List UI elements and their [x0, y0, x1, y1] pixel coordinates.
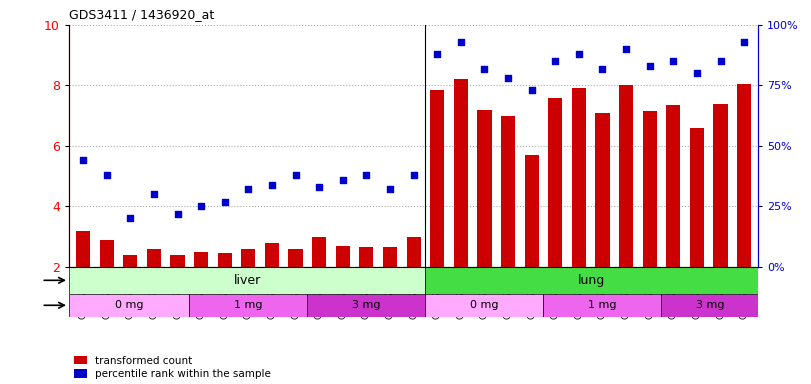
Bar	[525, 155, 539, 267]
Point	[76, 157, 89, 164]
Bar	[690, 128, 704, 267]
Point	[501, 75, 514, 81]
Bar	[76, 230, 90, 267]
Bar	[265, 243, 279, 267]
Point	[218, 199, 231, 205]
Bar	[69, 267, 426, 294]
Text: 0 mg: 0 mg	[115, 300, 144, 310]
Point	[431, 51, 444, 57]
Text: GDS3411 / 1436920_at: GDS3411 / 1436920_at	[69, 8, 214, 21]
Bar	[426, 294, 543, 317]
Bar	[307, 294, 426, 317]
Bar	[217, 253, 232, 267]
Bar	[194, 252, 208, 267]
Text: lung: lung	[578, 274, 606, 287]
Point	[407, 172, 420, 178]
Point	[313, 184, 326, 190]
Text: 3 mg: 3 mg	[696, 300, 724, 310]
Bar	[572, 88, 586, 267]
Bar	[189, 294, 307, 317]
Point	[242, 186, 255, 192]
Bar	[430, 90, 444, 267]
Text: liver: liver	[234, 274, 261, 287]
Bar	[737, 84, 751, 267]
Bar	[478, 109, 491, 267]
Bar	[426, 267, 758, 294]
Point	[101, 172, 114, 178]
Point	[171, 210, 184, 217]
Bar	[336, 246, 350, 267]
Point	[738, 39, 751, 45]
Bar	[453, 79, 468, 267]
Point	[620, 46, 633, 52]
Point	[265, 182, 278, 188]
Point	[596, 65, 609, 71]
Point	[454, 39, 467, 45]
Bar	[242, 249, 255, 267]
Point	[384, 186, 397, 192]
Text: 3 mg: 3 mg	[352, 300, 380, 310]
Bar	[147, 249, 161, 267]
Bar	[406, 237, 421, 267]
Point	[714, 58, 727, 64]
Bar	[619, 86, 633, 267]
Point	[195, 204, 208, 210]
Bar	[548, 98, 562, 267]
Point	[573, 51, 586, 57]
Bar	[69, 294, 189, 317]
Bar	[666, 105, 680, 267]
Point	[549, 58, 562, 64]
Bar	[170, 255, 185, 267]
Bar	[289, 249, 303, 267]
Legend: transformed count, percentile rank within the sample: transformed count, percentile rank withi…	[74, 356, 271, 379]
Bar	[312, 237, 326, 267]
Point	[478, 65, 491, 71]
Point	[526, 87, 539, 93]
Point	[337, 177, 350, 183]
Bar	[662, 294, 758, 317]
Point	[667, 58, 680, 64]
Text: 1 mg: 1 mg	[588, 300, 616, 310]
Bar	[100, 240, 114, 267]
Bar	[714, 104, 727, 267]
Point	[360, 172, 373, 178]
Bar	[642, 111, 657, 267]
Point	[289, 172, 302, 178]
Point	[690, 70, 703, 76]
Point	[124, 215, 137, 222]
Bar	[543, 294, 662, 317]
Text: 1 mg: 1 mg	[234, 300, 263, 310]
Text: 0 mg: 0 mg	[470, 300, 499, 310]
Bar	[123, 255, 137, 267]
Bar	[595, 113, 610, 267]
Point	[148, 191, 161, 197]
Bar	[359, 247, 374, 267]
Bar	[383, 247, 397, 267]
Bar	[501, 116, 515, 267]
Point	[643, 63, 656, 69]
